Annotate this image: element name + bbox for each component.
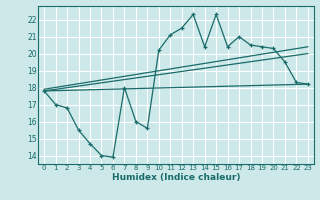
X-axis label: Humidex (Indice chaleur): Humidex (Indice chaleur) [112, 173, 240, 182]
